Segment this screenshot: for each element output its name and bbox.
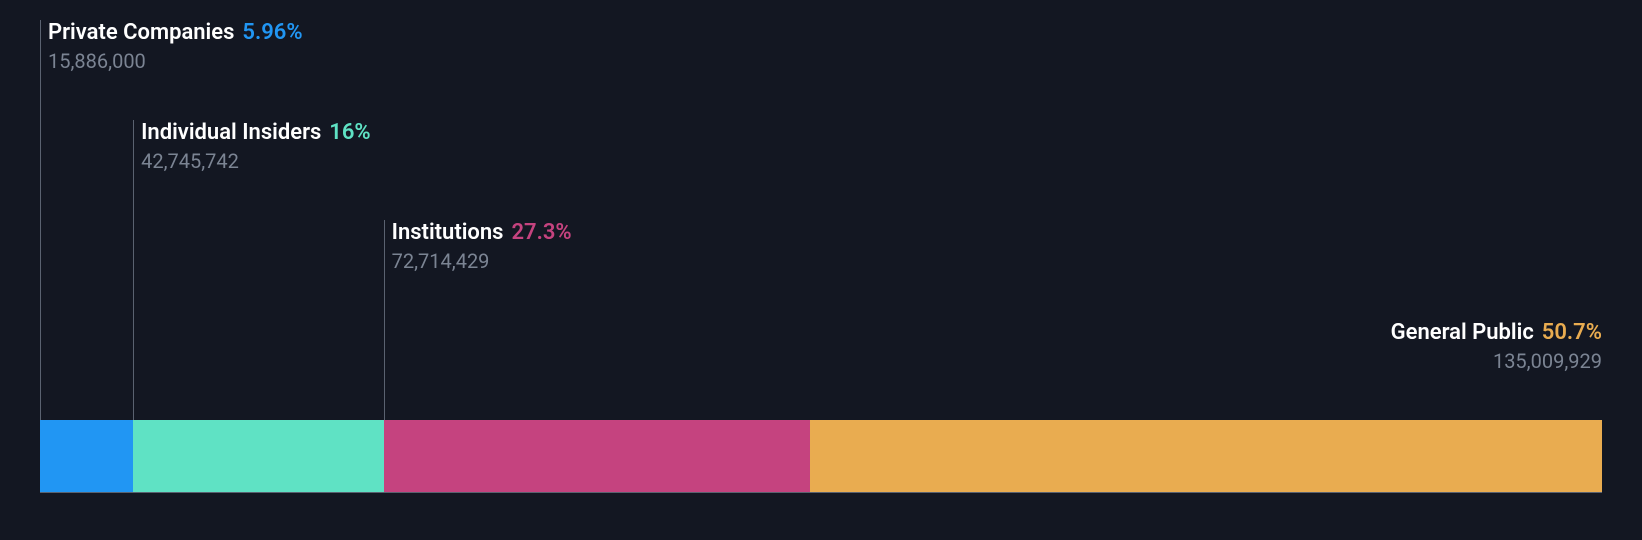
leader-line (133, 120, 134, 420)
segment-value: 42,745,742 (141, 149, 371, 173)
chart-baseline (40, 492, 1602, 493)
segment-label: Institutions 27.3% 72,714,429 (392, 220, 572, 273)
segment-percentage: 16% (329, 120, 370, 145)
segment-label: General Public 50.7% 135,009,929 (1391, 320, 1602, 373)
segment-name: General Public (1391, 320, 1534, 345)
bar-segment[interactable] (40, 420, 133, 492)
segment-name: Individual Insiders (141, 120, 321, 145)
bar-segment[interactable] (384, 420, 810, 492)
segment-percentage: 27.3% (511, 220, 571, 245)
segment-name: Institutions (392, 220, 504, 245)
ownership-chart: Private Companies 5.96% 15,886,000 Individ… (40, 0, 1602, 540)
segment-label: Individual Insiders 16% 42,745,742 (141, 120, 371, 173)
chart-labels-area: Private Companies 5.96% 15,886,000 Individ… (40, 0, 1602, 420)
bar-segment[interactable] (810, 420, 1602, 492)
chart-bar-track (40, 420, 1602, 492)
segment-value: 15,886,000 (48, 49, 303, 73)
bar-segment[interactable] (133, 420, 384, 492)
leader-line (40, 20, 41, 420)
segment-percentage: 5.96% (242, 20, 302, 45)
segment-label: Private Companies 5.96% 15,886,000 (48, 20, 303, 73)
segment-value: 135,009,929 (1391, 349, 1602, 373)
segment-name: Private Companies (48, 20, 234, 45)
segment-value: 72,714,429 (392, 249, 572, 273)
leader-line (384, 220, 385, 420)
segment-percentage: 50.7% (1542, 320, 1602, 345)
